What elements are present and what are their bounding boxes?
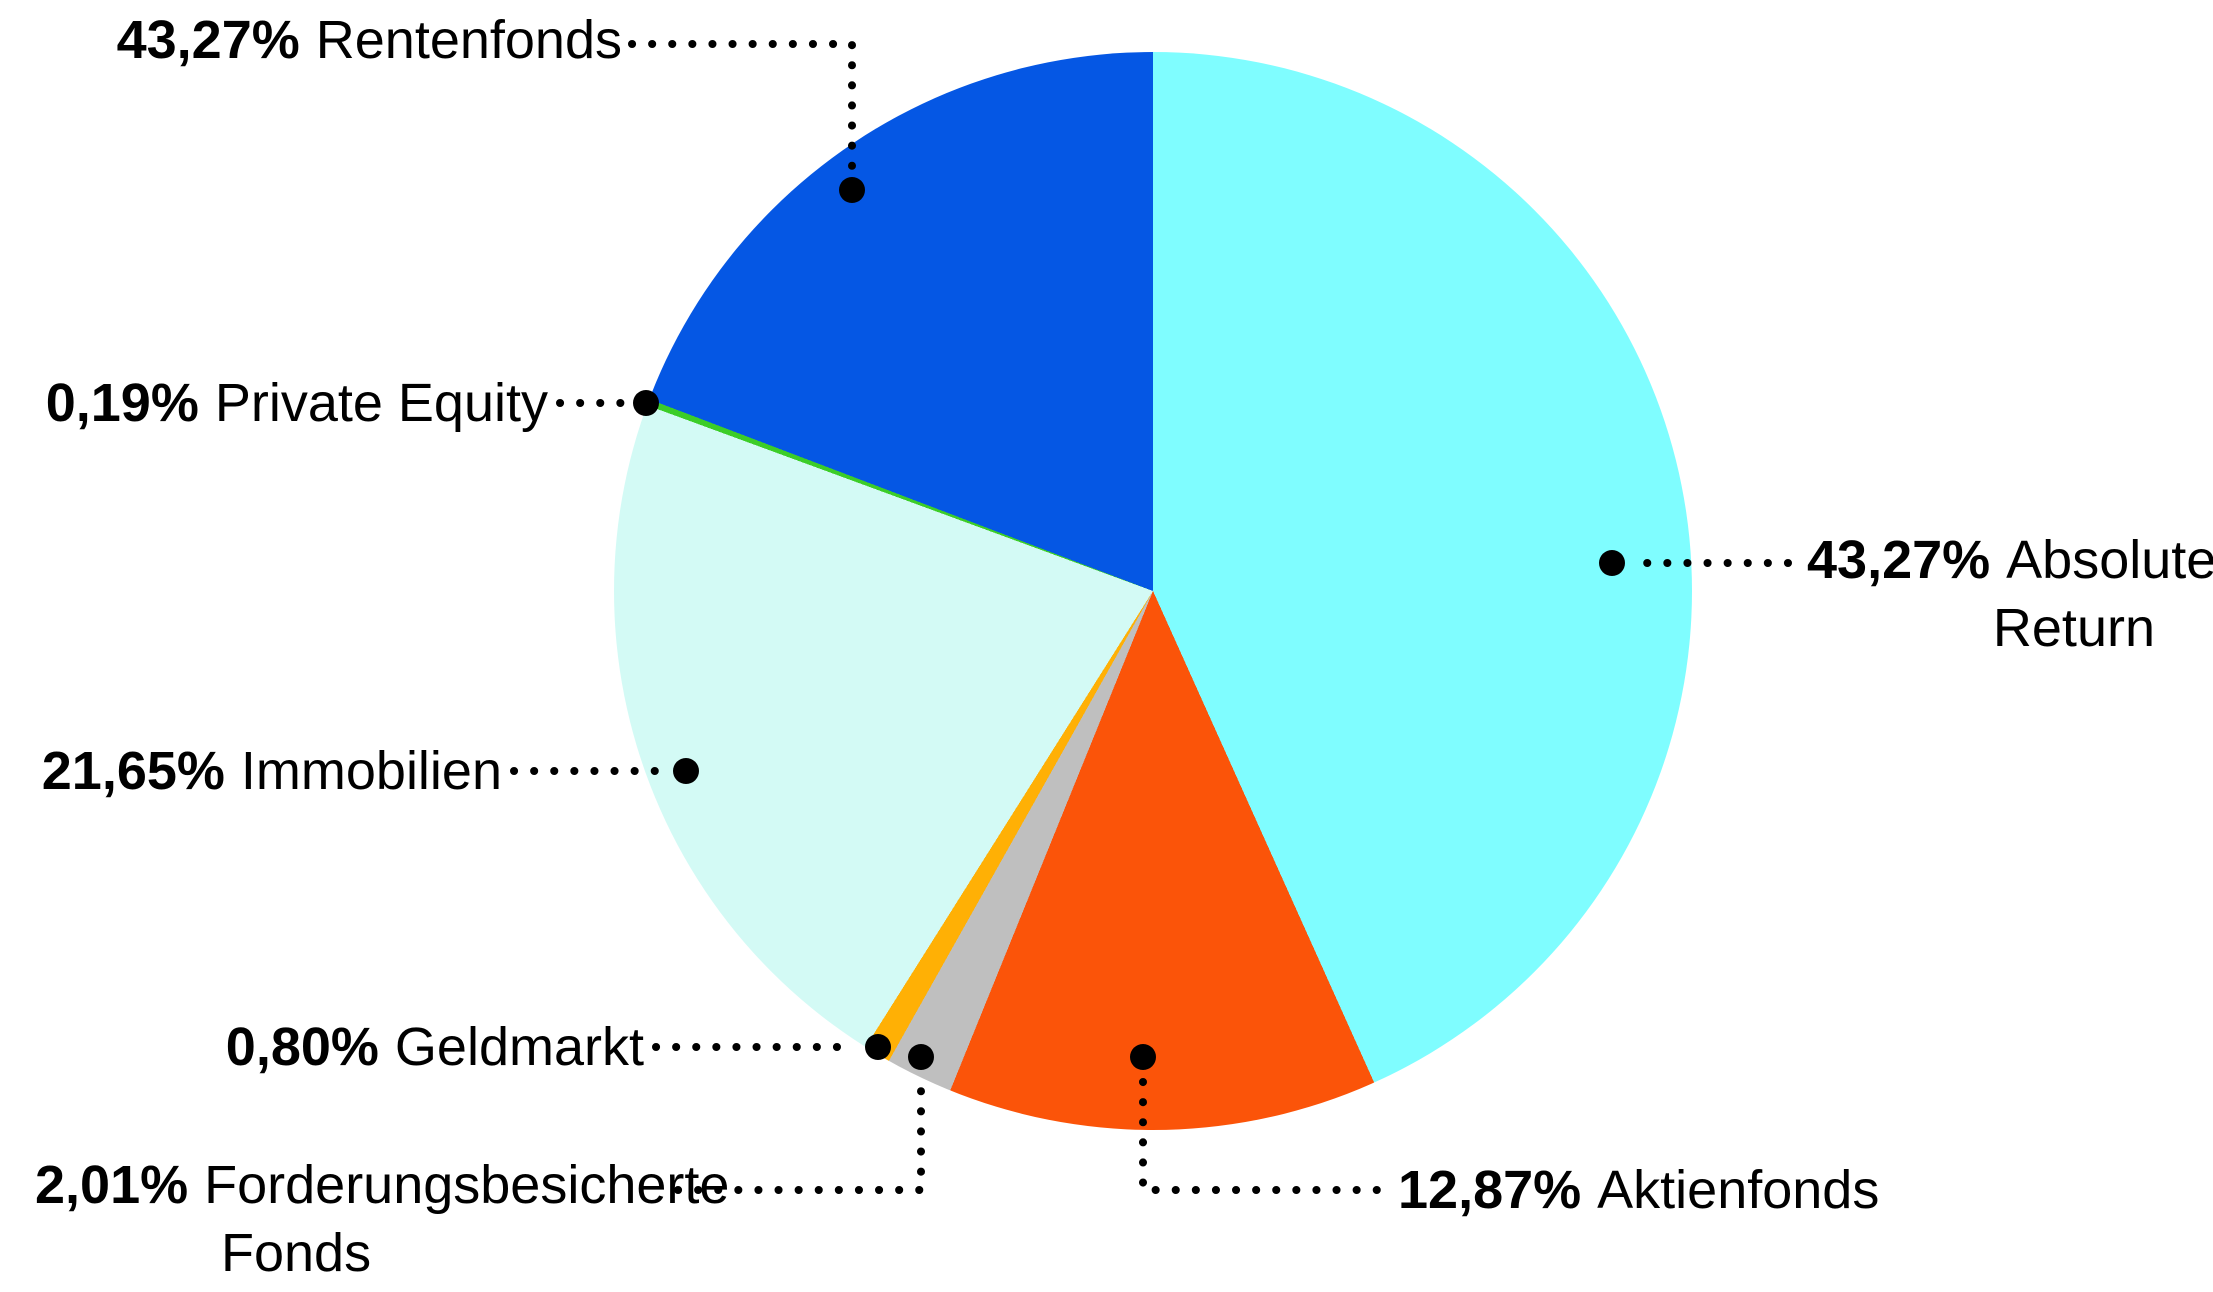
leader-line-rentenfonds bbox=[628, 40, 856, 170]
label-aktienfonds-value: 12,87% bbox=[1398, 1160, 1582, 1220]
callout-dot-forderungsbesicherte-fonds bbox=[908, 1044, 934, 1070]
label-forderungsbesicherte-fonds-line1: 2,01% Forderungsbesicherte bbox=[35, 1151, 729, 1219]
label-rentenfonds: 43,27% Rentenfonds bbox=[117, 6, 622, 74]
leader-line-forderungsbesicherte-fonds bbox=[674, 1078, 925, 1194]
callout-dot-aktienfonds bbox=[1130, 1044, 1156, 1070]
label-private-equity-value: 0,19% bbox=[45, 373, 199, 433]
leader-line-aktienfonds bbox=[1139, 1078, 1384, 1194]
label-absolute-return-line2: Return bbox=[1992, 598, 2155, 658]
label-absolute-return-value: 43,27% bbox=[1807, 530, 1991, 590]
label-private-equity-name: Private Equity bbox=[214, 373, 548, 433]
label-absolute-return-line1: 43,27% Absolute bbox=[1807, 526, 2213, 594]
label-immobilien-name: Immobilien bbox=[240, 741, 502, 801]
label-immobilien: 21,65% Immobilien bbox=[42, 737, 502, 805]
label-private-equity: 0,19% Private Equity bbox=[46, 369, 548, 437]
label-geldmarkt: 0,80% Geldmarkt bbox=[226, 1013, 644, 1081]
label-geldmarkt-name: Geldmarkt bbox=[394, 1017, 644, 1077]
label-rentenfonds-name: Rentenfonds bbox=[315, 10, 622, 70]
label-aktienfonds: 12,87% Aktienfonds bbox=[1398, 1156, 1879, 1224]
callout-dot-rentenfonds bbox=[839, 177, 865, 203]
callout-dot-immobilien bbox=[673, 758, 699, 784]
label-rentenfonds-value: 43,27% bbox=[116, 10, 300, 70]
label-forderungsbesicherte-fonds-value: 2,01% bbox=[35, 1155, 189, 1215]
label-immobilien-value: 21,65% bbox=[41, 741, 225, 801]
label-absolute-return-name: Absolute bbox=[2006, 530, 2213, 590]
label-absolute-return: 43,27% Absolute Return bbox=[1807, 526, 2213, 662]
callout-dot-private-equity bbox=[633, 390, 659, 416]
label-forderungsbesicherte-fonds: 2,01% Forderungsbesicherte Fonds bbox=[35, 1151, 729, 1287]
label-aktienfonds-name: Aktienfonds bbox=[1597, 1160, 1880, 1220]
label-forderungsbesicherte-fonds-name: Forderungsbesicherte bbox=[204, 1155, 730, 1215]
callout-dot-geldmarkt bbox=[865, 1034, 891, 1060]
label-geldmarkt-value: 0,80% bbox=[225, 1017, 379, 1077]
label-forderungsbesicherte-fonds-line2: Fonds bbox=[221, 1223, 372, 1283]
pie bbox=[614, 52, 1692, 1130]
callout-dot-absolute-return bbox=[1599, 550, 1625, 576]
